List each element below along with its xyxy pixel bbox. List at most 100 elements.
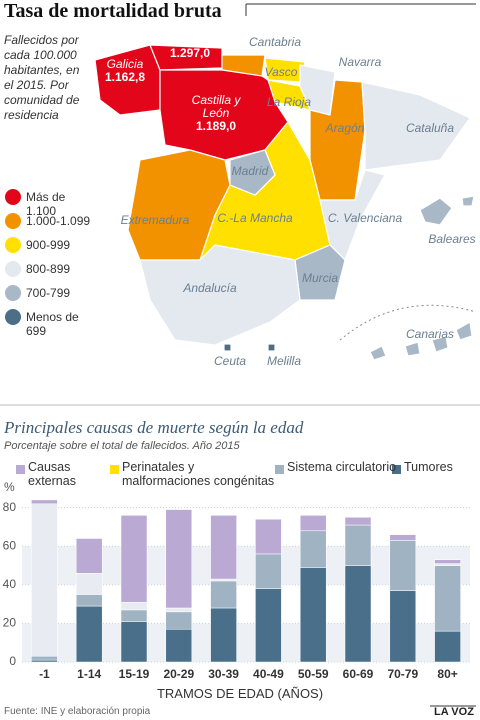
legend-swatch (392, 465, 401, 474)
cataluna (361, 81, 471, 171)
bar-segment (344, 524, 372, 566)
x-tick-label: 30-39 (208, 667, 239, 681)
region-name: Navarra (338, 55, 382, 69)
brand: LA VOZ (434, 706, 474, 718)
x-tick-label: 40-49 (253, 667, 284, 681)
region-label: La Rioja (264, 96, 314, 109)
ceuta (223, 343, 232, 352)
bar-segment (31, 655, 58, 661)
region-label: Murcia (298, 272, 342, 285)
andalucia (139, 244, 301, 346)
bar-segment (75, 572, 103, 595)
chart-subtitle: Porcentaje sobre el total de fallecidos.… (4, 440, 240, 452)
bar-segment (434, 630, 461, 663)
x-tick-label: 15-19 (119, 667, 150, 681)
region-name: Asturias (168, 33, 212, 47)
region-name: Melilla (266, 354, 301, 368)
region-name: C.-La Mancha (217, 211, 293, 225)
region-name: Ceuta (213, 354, 247, 368)
region-label: C.-La Mancha (215, 212, 295, 225)
legend-label: Tumores (404, 460, 453, 474)
bar-segment (299, 567, 327, 663)
bar-segment (210, 515, 237, 580)
bar-segment (255, 553, 282, 589)
legend-dot (5, 261, 21, 277)
legend-label: Menos de 699 (26, 310, 79, 338)
bar-segment (120, 515, 148, 603)
bar-segment (31, 503, 58, 657)
legend-dot (5, 285, 21, 301)
region-value: 1.189,0 (195, 119, 237, 133)
bar-segment (255, 588, 282, 663)
legend-swatch (110, 465, 119, 474)
region-label: Navarra (335, 56, 385, 69)
region-label: Castilla y León 1.189,0 (181, 94, 251, 133)
canarias (369, 345, 387, 361)
melilla (267, 343, 276, 352)
region-label: Madrid (228, 165, 272, 178)
x-tick-label: 50-59 (298, 667, 329, 681)
bar-segment (210, 580, 237, 609)
region-name: Madrid (231, 164, 269, 178)
y-tick-label: 60 (3, 538, 17, 552)
map-description: Fallecidos por cada 100.000 habitantes, … (4, 33, 80, 122)
bar-segment (75, 594, 103, 607)
x-axis-label: TRAMOS DE EDAD (AÑOS) (156, 686, 324, 701)
bar-segment (31, 499, 58, 505)
legend-label: 700-799 (26, 286, 71, 300)
bar-segment (210, 578, 237, 582)
region-name: Galicia (106, 57, 144, 71)
y-tick-label: 0 (9, 654, 16, 668)
y-tick-label: 40 (3, 577, 17, 591)
region-name: Andalucía (183, 281, 237, 295)
extremadura (127, 149, 231, 261)
region-label: Extremadura (120, 214, 190, 227)
baleares (419, 197, 453, 226)
region-value: 1.162,8 (104, 70, 146, 84)
legend-label: 800-899 (26, 262, 71, 276)
region-label: Baleares (422, 233, 480, 246)
region-value: 1.297,0 (169, 46, 211, 60)
bar-segment (434, 559, 461, 564)
bar-segment (31, 659, 58, 663)
map-title: Tasa de mortalidad bruta (4, 0, 222, 22)
x-tick-label: 1-14 (77, 667, 101, 681)
madrid (229, 149, 276, 196)
y-axis-label: % (4, 480, 15, 494)
chart-title: Principales causas de muerte según la ed… (4, 418, 304, 437)
legend-dot (5, 189, 21, 205)
region-label: Cantabria (240, 36, 310, 49)
legend-swatch (16, 465, 25, 474)
bar-segment (165, 628, 193, 663)
x-tick-label: -1 (39, 667, 50, 681)
legend-dot (5, 309, 21, 325)
bar-segment (299, 530, 327, 568)
bar-segment (75, 605, 103, 663)
region-name: Cantabria (248, 35, 302, 49)
legend-label: 1.000-1.099 (26, 214, 91, 228)
region-name: C. Valenciana (327, 211, 403, 225)
region-name: Canarias (405, 327, 455, 341)
bar-segment (165, 607, 193, 613)
bar-segment (165, 611, 193, 630)
legend-dot (5, 237, 21, 253)
x-tick-label: 70-79 (387, 667, 418, 681)
legend-label: Sistema circulatorio (287, 460, 397, 474)
region-label: Aragón (315, 122, 375, 135)
region-name: Castilla y León (191, 93, 241, 120)
bar-segment (389, 540, 417, 591)
y-tick-label: 20 (3, 616, 17, 630)
region-name: La Rioja (266, 95, 312, 109)
source: Fuente: INE y elaboración propia (4, 706, 151, 717)
legend-label: Más de 1.100 (26, 190, 66, 218)
region-label: Vasco (264, 66, 298, 79)
x-tick-label: 60-69 (343, 667, 374, 681)
bar-segment (344, 517, 372, 526)
region-label: Cataluña (400, 122, 460, 135)
region-name: Cataluña (405, 121, 455, 135)
x-tick-label: 80+ (437, 667, 457, 681)
bar-segment (389, 590, 417, 663)
legend-label: 900-999 (26, 238, 71, 252)
